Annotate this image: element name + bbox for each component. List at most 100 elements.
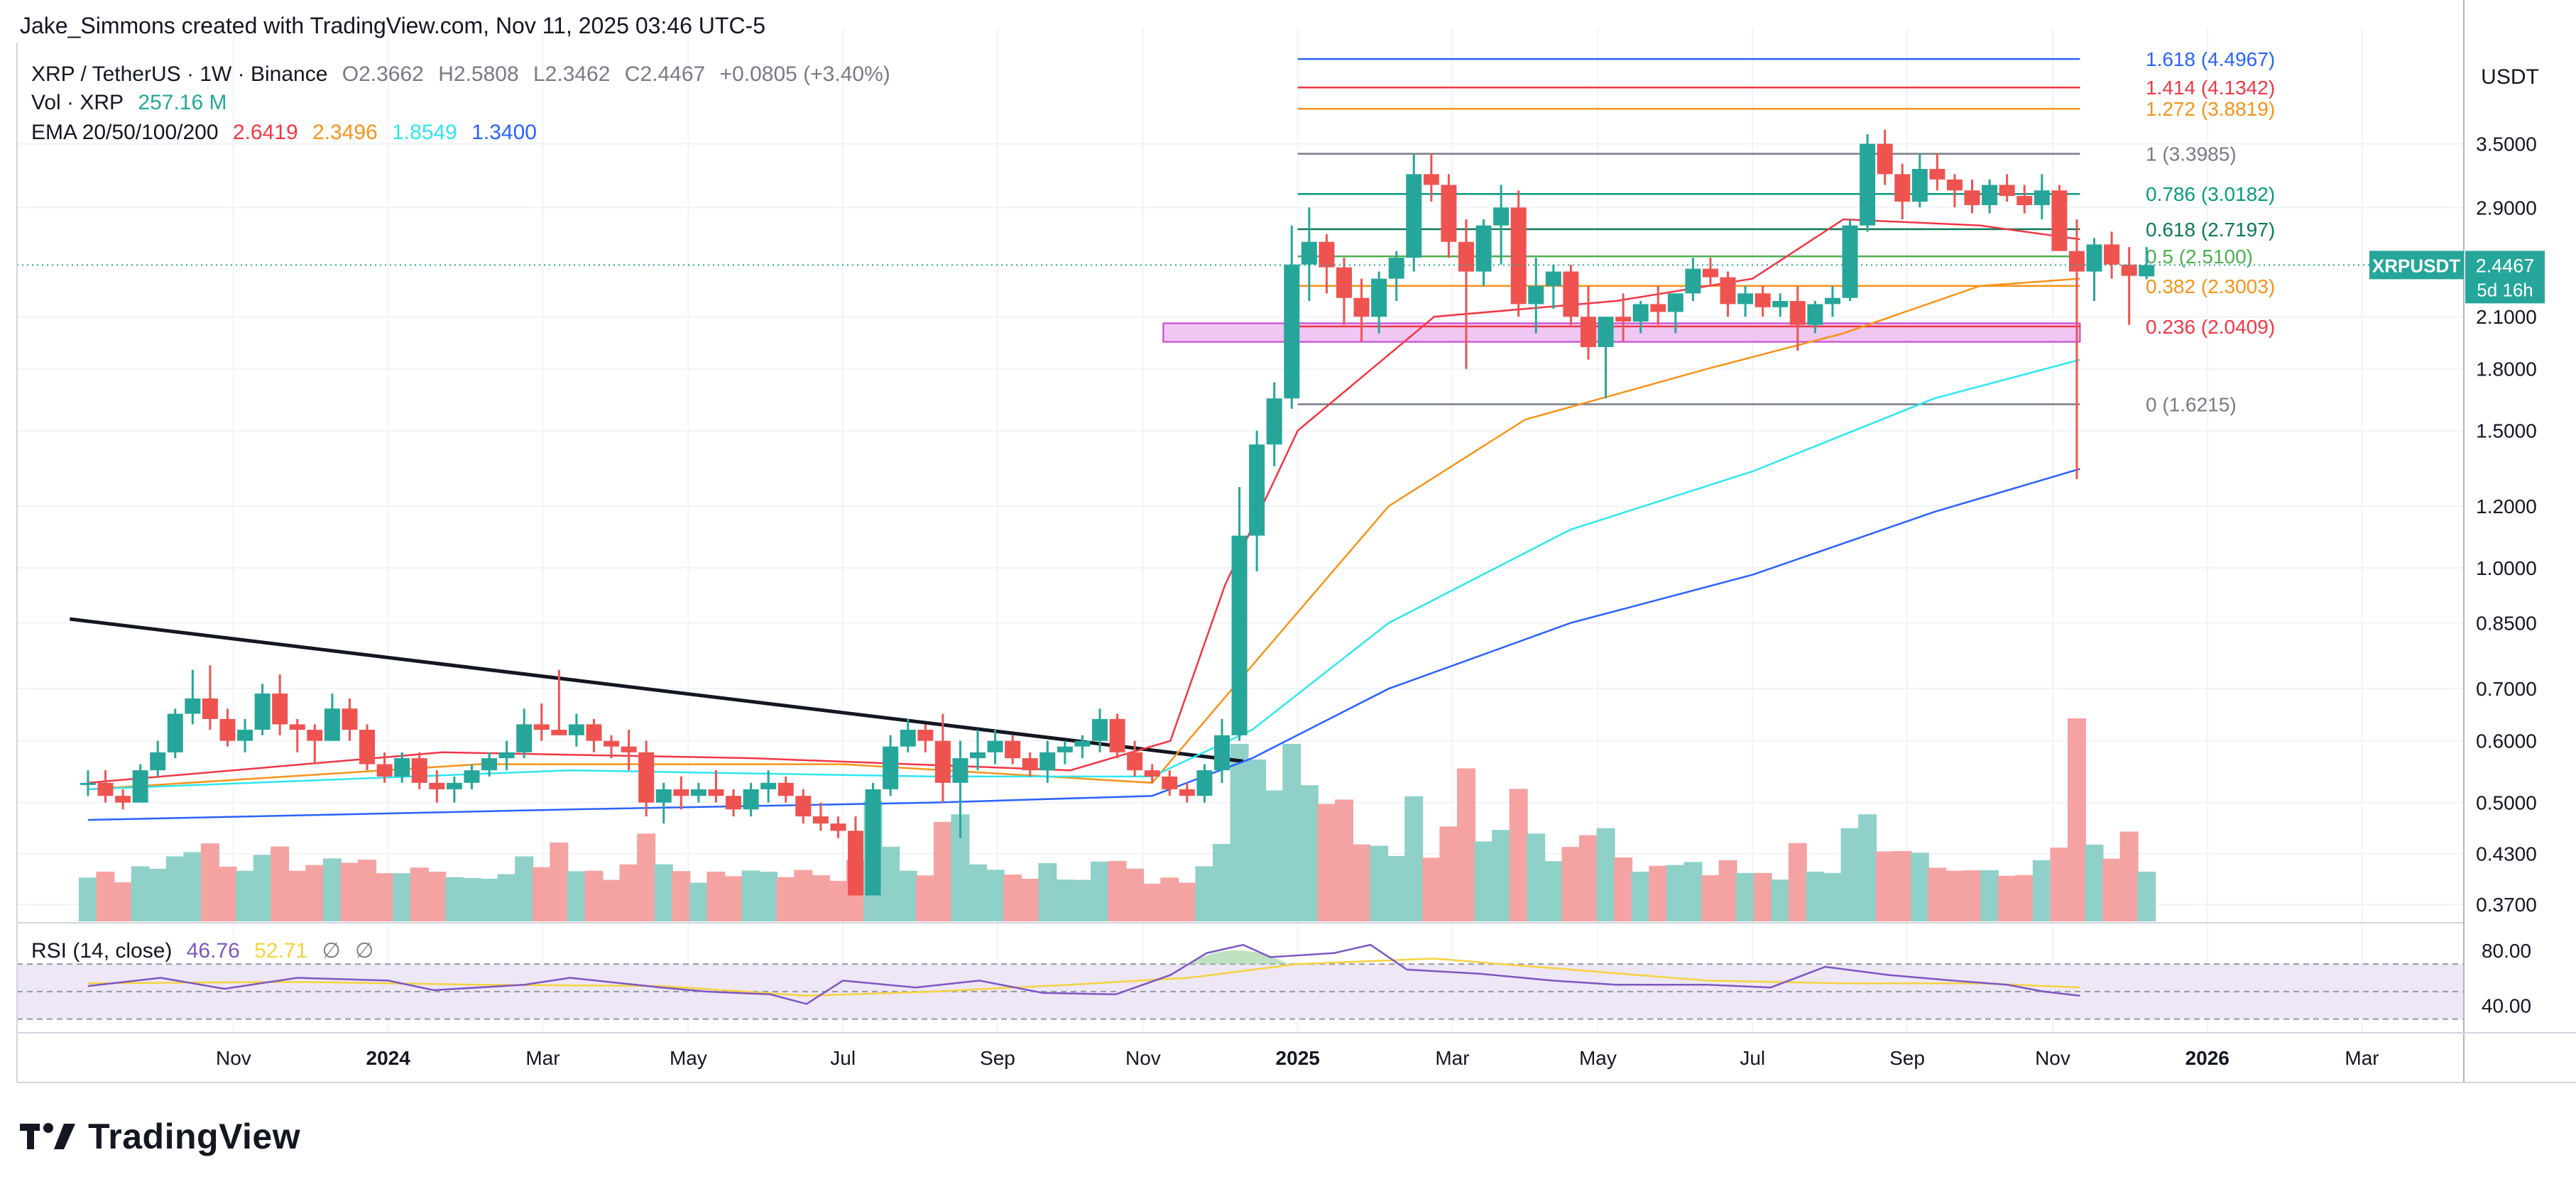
- price-tag-value: 2.4467: [2476, 255, 2535, 276]
- candle-body: [848, 831, 864, 896]
- volume-bar: [1212, 843, 1231, 921]
- volume-bar: [2015, 875, 2034, 921]
- candle-body: [150, 752, 166, 771]
- volume-bar: [1963, 870, 1982, 921]
- volume-bar: [794, 870, 813, 921]
- candle-body: [2068, 251, 2085, 272]
- volume-label[interactable]: Vol · XRP: [31, 91, 124, 114]
- fib-level-label: 0.382 (2.3003): [2146, 275, 2275, 297]
- candle-body: [760, 782, 777, 789]
- time-tick-label: Nov: [216, 1047, 251, 1069]
- candle-body: [1022, 758, 1038, 771]
- volume-bar: [1771, 880, 1790, 921]
- rsi-value: 46.76: [186, 939, 240, 963]
- candle-body: [1179, 789, 1195, 796]
- fib-level-label: 0 (1.6215): [2146, 394, 2237, 416]
- volume-bar: [1091, 861, 1110, 921]
- volume-bar: [672, 871, 691, 921]
- candle-body: [1005, 740, 1021, 759]
- rsi-label[interactable]: RSI (14, close): [31, 939, 173, 963]
- candle-body: [812, 816, 829, 824]
- volume-bar: [1125, 868, 1145, 921]
- candle-body: [1598, 317, 1614, 347]
- candle-body: [690, 789, 706, 796]
- ema-50-value: 2.3496: [312, 121, 378, 144]
- volume-bar: [1003, 875, 1022, 921]
- candle-body: [1772, 301, 1789, 307]
- volume-bar: [1736, 872, 1755, 921]
- low-value: 2.3462: [545, 62, 611, 86]
- price-tag-countdown: 5d 16h: [2477, 279, 2533, 300]
- volume-bar: [271, 846, 290, 921]
- candle-body: [394, 758, 410, 777]
- time-tick-label: Nov: [2035, 1047, 2070, 1069]
- volume-bar: [1108, 860, 1127, 921]
- volume-bar: [1997, 875, 2016, 921]
- currency-label: USDT: [2481, 65, 2539, 89]
- time-tick-label: Mar: [525, 1047, 560, 1069]
- candle-body: [167, 713, 183, 752]
- candle-body: [533, 724, 550, 730]
- rsi-overbought-fill: [1188, 950, 1289, 965]
- price-tick-label: 0.6000: [2476, 730, 2537, 752]
- rsi-empty-symbol-1: ∅: [322, 939, 341, 963]
- candle-body: [481, 758, 498, 771]
- candle-body: [115, 796, 131, 803]
- rsi-legend: RSI (14, close) 46.76 52.71 ∅ ∅: [31, 938, 373, 963]
- candle-body: [1615, 317, 1632, 322]
- candle-body: [1702, 268, 1718, 278]
- rsi-ma-line: [87, 958, 2080, 997]
- candle-body: [1580, 317, 1596, 347]
- candle-body: [987, 740, 1003, 752]
- volume-bar: [96, 871, 115, 921]
- volume-bar: [1928, 867, 1947, 921]
- candle-body: [1824, 297, 1840, 305]
- trendline[interactable]: [69, 617, 1244, 763]
- candle-body: [934, 740, 951, 783]
- fib-level-label: 0.236 (2.0409): [2146, 316, 2275, 338]
- fib-level-label: 0.5 (2.5100): [2146, 246, 2253, 268]
- volume-bar: [811, 875, 830, 921]
- volume-bar: [916, 875, 935, 921]
- candle-body: [289, 724, 305, 730]
- price-tag: XRPUSDT 2.4467 5d 16h: [2369, 251, 2545, 304]
- volume-bar: [236, 870, 255, 921]
- price-tick-label: 3.5000: [2476, 133, 2537, 155]
- volume-bar: [427, 871, 447, 921]
- fib-level-label: 0.786 (3.0182): [2146, 183, 2275, 205]
- ema-label[interactable]: EMA 20/50/100/200: [31, 121, 219, 144]
- candle-body: [2139, 265, 2155, 277]
- volume-bar: [741, 870, 760, 921]
- time-tick-label: 2025: [1276, 1047, 1320, 1069]
- candle-body: [2086, 244, 2102, 272]
- volume-bar: [776, 877, 795, 921]
- candle-body: [498, 752, 515, 759]
- volume-bar: [759, 871, 778, 921]
- candle-body: [1685, 268, 1701, 294]
- candle-body: [1144, 770, 1160, 777]
- volume-bar: [1858, 814, 1877, 921]
- volume-bar: [1370, 845, 1389, 921]
- candle-body: [1092, 718, 1108, 741]
- price-tick-label: 0.8500: [2476, 613, 2537, 635]
- price-tick-label: 0.4300: [2476, 843, 2537, 865]
- time-tick-label: May: [670, 1047, 707, 1069]
- candle-body: [2121, 264, 2137, 276]
- time-tick-label: Jul: [1740, 1047, 1765, 1069]
- candle-body: [1946, 179, 1963, 191]
- candle-body: [743, 789, 759, 810]
- candle-body: [1632, 304, 1649, 322]
- time-tick-label: Nov: [1125, 1047, 1161, 1069]
- tradingview-logo[interactable]: TradingView: [20, 1116, 300, 1157]
- volume-bar: [462, 877, 481, 921]
- ema-100-value: 1.8549: [392, 121, 457, 144]
- fib-retracement[interactable]: 1.618 (4.4967) 1.414 (4.1342)1.272 (3.881…: [1297, 48, 2275, 416]
- volume-bar: [532, 867, 551, 921]
- candle-body: [237, 730, 253, 741]
- rsi-pane: [17, 922, 2464, 1020]
- volume-bar: [898, 870, 917, 921]
- candle-body: [342, 708, 358, 730]
- candle-body: [1510, 207, 1527, 305]
- symbol-name[interactable]: XRP / TetherUS · 1W · Binance: [31, 62, 328, 86]
